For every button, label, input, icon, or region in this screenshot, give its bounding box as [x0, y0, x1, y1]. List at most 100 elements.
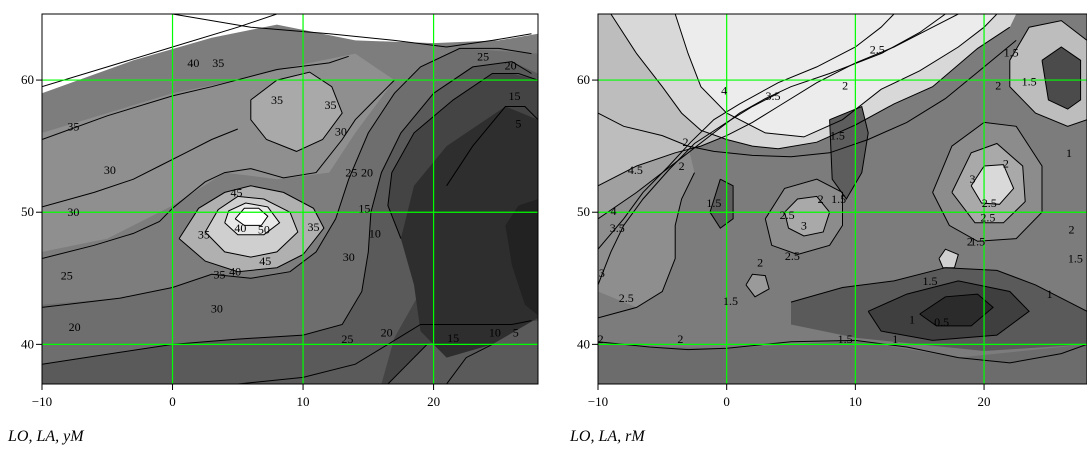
right-contour-line — [784, 195, 831, 237]
left-contour-line — [224, 202, 281, 236]
right-contour-line — [951, 142, 1026, 224]
right-contour-label: 2.5 — [980, 211, 995, 225]
right-x-tick-label: 20 — [978, 394, 991, 409]
left-contour-line — [237, 320, 532, 384]
right-y-tick-label: 60 — [577, 72, 590, 87]
right-contour-label: 2.5 — [780, 208, 795, 222]
left-contour-label: 35 — [212, 56, 224, 70]
right-shade-band — [784, 196, 830, 236]
right-contour-line — [764, 178, 843, 256]
right-x-tick-label: −10 — [588, 394, 608, 409]
left-contour-label: 30 — [343, 250, 355, 264]
right-contour-line — [674, 14, 998, 138]
left-contour-label: 20 — [69, 320, 81, 334]
right-contour-label: 3.5 — [610, 221, 625, 235]
right-shade-band — [939, 249, 959, 268]
right-contour-line — [938, 248, 959, 269]
right-contour-line — [610, 14, 1011, 150]
left-contour-line — [178, 185, 325, 273]
right-contour-label: 1.5 — [923, 274, 938, 288]
right-contour-label: 1 — [909, 312, 915, 326]
left-contour-label: 20 — [361, 166, 373, 180]
right-x-tick-label: 0 — [723, 394, 730, 409]
right-shade-band — [675, 14, 997, 137]
left-contour-label: 10 — [369, 226, 381, 240]
right-contour-label: 1.5 — [831, 192, 846, 206]
right-contour-label: 3.5 — [766, 89, 781, 103]
right-contour-line — [919, 293, 994, 327]
right-contour-label: 2.5 — [982, 196, 997, 210]
right-contour-line — [598, 14, 959, 187]
left-contour-line — [446, 106, 538, 187]
right-contour-label: 1.5 — [838, 332, 853, 346]
left-contour-label: 40 — [187, 56, 199, 70]
right-contour-label: 2 — [967, 234, 973, 248]
left-contour-label: 30 — [104, 163, 116, 177]
left-shade-band — [505, 199, 538, 316]
left-contour-label: 25 — [477, 49, 489, 63]
right-contour-label: 2 — [1069, 222, 1075, 236]
right-contour-label: 3 — [599, 266, 605, 280]
left-contour-label: 35 — [324, 98, 336, 112]
right-shade-band — [829, 106, 869, 199]
left-contour-line — [204, 195, 299, 258]
left-contour-label: 45 — [259, 254, 271, 268]
left-contour-label: 25 — [61, 269, 73, 283]
right-contour-label: 2 — [757, 255, 763, 269]
left-contour-line — [234, 207, 269, 226]
left-contour-label: 25 — [341, 332, 353, 346]
right-contour-label: 4 — [610, 204, 616, 218]
left-contour-label: 20 — [381, 325, 393, 339]
right-contour-line — [598, 92, 779, 286]
right-contour-line — [598, 14, 946, 220]
right-contour-label: 2 — [683, 135, 689, 149]
right-contour-label: 2 — [995, 78, 1001, 92]
right-contour-label: 3 — [969, 172, 975, 186]
right-shade-band — [710, 179, 734, 229]
right-contour-label: 2 — [677, 332, 683, 346]
left-contour-label: 35 — [67, 119, 79, 133]
left-y-tick-label: 60 — [21, 72, 34, 87]
right-contour-label: 4.5 — [628, 163, 643, 177]
left-contour-label: 15 — [509, 89, 521, 103]
left-y-tick-label: 40 — [21, 336, 34, 351]
right-contour-label: 2.5 — [619, 291, 634, 305]
left-contour-label: 35 — [307, 220, 319, 234]
right-contour-label: 1.5 — [1068, 251, 1083, 265]
left-x-tick-label: −10 — [32, 394, 52, 409]
left-contour-line — [42, 55, 349, 140]
left-contour-line — [446, 343, 493, 384]
left-contour-line — [42, 79, 395, 259]
right-contour-label: 1.5 — [830, 129, 845, 143]
right-contour-label: 2.5 — [785, 249, 800, 263]
right-contour-label: 2 — [1003, 156, 1009, 170]
right-contour-label: 2 — [818, 192, 824, 206]
left-plot-frame — [41, 13, 539, 385]
left-contour-label: 50 — [258, 222, 270, 236]
right-contour-label: 4 — [721, 84, 727, 98]
right-contour-label: 1.5 — [723, 294, 738, 308]
right-contour-line — [1009, 20, 1087, 127]
left-contour-label: 40 — [229, 265, 241, 279]
left-x-tick-label: 0 — [169, 394, 176, 409]
left-contour-line — [387, 344, 428, 384]
left-x-tick-label: 10 — [297, 394, 310, 409]
right-contour-line — [745, 273, 770, 298]
right-plot-caption: LO, LA, rM — [570, 428, 645, 445]
left-contour-label: 15 — [358, 201, 370, 215]
left-contour-line — [42, 61, 532, 365]
left-contour-line — [172, 14, 532, 48]
right-y-tick-label: 40 — [577, 336, 590, 351]
right-contour-label: 2 — [679, 159, 685, 173]
right-x-tick-label: 10 — [849, 394, 862, 409]
left-contour-label: 15 — [447, 331, 459, 345]
right-contour-line — [790, 267, 1087, 312]
left-contour-line — [250, 71, 343, 152]
left-contour-label: 35 — [198, 228, 210, 242]
right-contour-label: 2.5 — [870, 43, 885, 57]
left-contour-line — [42, 47, 532, 308]
right-shade-band — [971, 164, 1014, 205]
